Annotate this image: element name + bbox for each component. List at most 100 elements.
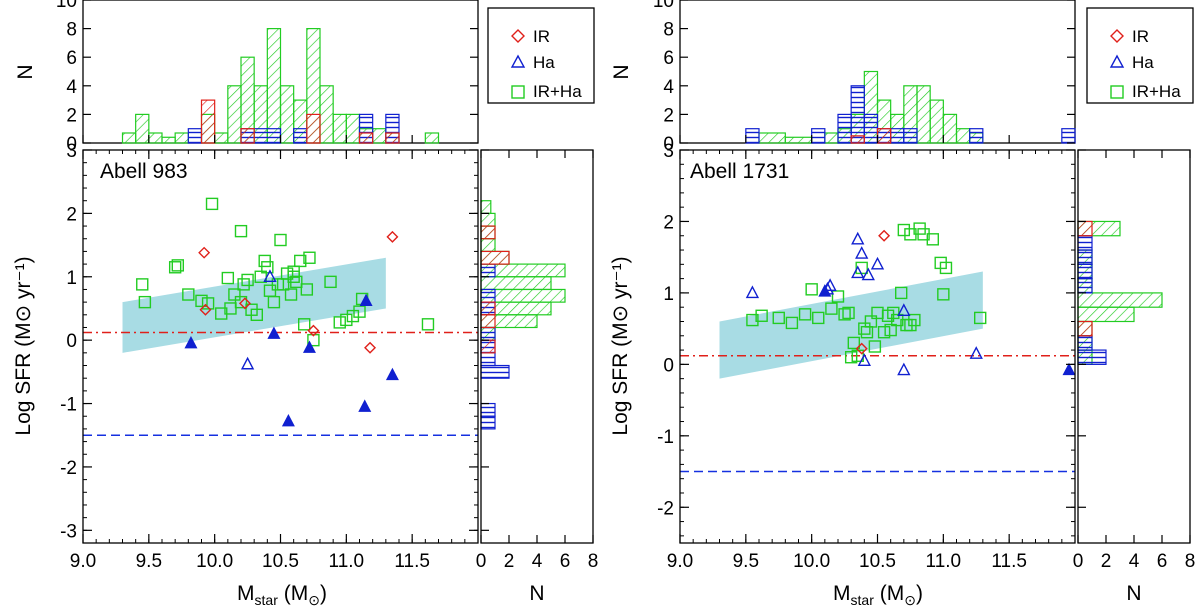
main-xlabel: Mstar (M⊙): [833, 582, 923, 608]
xlabel-unit-close: ): [320, 582, 327, 605]
top-hist-bar-ir-ha: [279, 85, 295, 144]
top-hist-bar-ir-ha: [266, 28, 282, 144]
point-ir-ha: [812, 311, 825, 325]
point-ir-ha: [858, 322, 871, 335]
point-ha-filled: [302, 340, 316, 353]
legend-entry-both: IR+Ha: [1110, 82, 1181, 101]
right-hist-bar-ha: [480, 326, 496, 341]
legend-entry-ir: IR: [1110, 27, 1149, 46]
xlabel-sub: star: [851, 592, 875, 608]
legend-entry-both: IR+Ha: [511, 82, 582, 101]
right-hist-bar-ir-ha: [1077, 306, 1135, 323]
point-ir-ha: [939, 261, 953, 275]
right-x-tick-label: 8: [1185, 551, 1196, 572]
top-hist-yticks: 0 2 4 6 8 10: [56, 0, 478, 155]
right-hist-bar-ha: [480, 288, 496, 303]
point-ir-ha: [267, 295, 281, 309]
top-hist-bar-ir-ha: [174, 132, 189, 144]
top-histogram: 0 2 4 6 8 10 N: [14, 0, 479, 155]
xlabel-m: M: [237, 582, 255, 605]
point-ir-ha: [221, 271, 235, 285]
legend-ir-label: IR: [533, 27, 550, 46]
top-hist-bar-ir-ha: [758, 132, 786, 144]
right-hist-xlabel: N: [1126, 582, 1141, 605]
point-ir-ha: [298, 318, 311, 331]
point-ir: [198, 246, 211, 259]
point-ir-ha: [847, 336, 860, 350]
right-hist-bar-ha: [480, 415, 496, 430]
right-hist-bar-ha: [1077, 263, 1093, 280]
right-hist-bar-ir-ha: [480, 212, 496, 227]
point-ha: [823, 278, 837, 291]
point-ir-ha: [241, 273, 254, 287]
top-hist-bar-ir-ha: [955, 128, 971, 144]
top-hist-bar-ir: [200, 99, 216, 144]
point-ir-ha: [937, 288, 950, 301]
right-hist-bar-ir-ha: [480, 276, 552, 291]
right-x-tick-label: 4: [1129, 551, 1140, 572]
point-ir-ha: [228, 288, 241, 301]
y-tick-label: -3: [60, 521, 77, 542]
y-tick-label: -1: [60, 395, 77, 416]
top-hist-bar-ir: [385, 132, 400, 144]
right-hist-bar-ha: [1077, 278, 1093, 294]
point-ir-ha: [838, 308, 851, 321]
legend-ha-label: Ha: [533, 53, 555, 72]
point-ir-ha: [868, 340, 882, 353]
point-ir-ha: [195, 294, 208, 308]
top-hist-bar-ir-ha: [345, 113, 361, 144]
x-tick-label: 10.0: [793, 551, 830, 572]
point-ir-ha: [224, 302, 237, 315]
top-hist-bar-ha: [293, 128, 308, 144]
point-ir: [238, 297, 251, 310]
top-hist-bar-ir-ha: [372, 128, 387, 144]
point-ir-ha: [294, 254, 307, 268]
top-y-tick-label: 4: [663, 77, 674, 98]
right-x-tick-label: 8: [588, 551, 599, 572]
top-hist-bar-ir-ha: [161, 136, 176, 144]
x-tick-label: 11.5: [394, 551, 430, 572]
point-ha-filled: [818, 284, 832, 297]
point-ha-filled: [281, 414, 295, 427]
x-tick-label: 9.0: [70, 551, 96, 572]
main-sequence-band: [719, 271, 983, 379]
legend-entry-ha: Ha: [510, 53, 555, 72]
right-hist-bar-ha: [1077, 349, 1107, 365]
point-ha: [263, 269, 277, 282]
point-ir: [386, 230, 399, 243]
right-x-tick-label: 2: [504, 551, 515, 572]
top-hist-bar-ir-ha: [227, 85, 242, 144]
right-hist-bar-ha: [480, 263, 496, 278]
right-hist-bar-ir: [480, 250, 510, 265]
top-histogram: 0 2 4 6 8 10 N: [610, 0, 1076, 155]
point-ir-ha: [182, 288, 195, 301]
top-hist-bar-ir-ha: [121, 132, 137, 144]
x-tick-label: 10.5: [262, 551, 299, 572]
y-tick-label: 3: [66, 141, 77, 162]
panel-title: Abell 1731: [690, 160, 789, 183]
right-hist-bar-ir: [1077, 320, 1093, 337]
right-hist-bar-ir-ha: [1077, 292, 1163, 308]
point-ir-ha: [346, 309, 360, 323]
right-hist-bar-ir-ha: [480, 238, 496, 253]
top-y-tick-label: 6: [663, 48, 674, 69]
point-ir-ha: [237, 278, 250, 291]
y-tick-label: 0: [663, 355, 674, 376]
point-ir-ha: [897, 223, 911, 237]
point-ha: [897, 362, 911, 376]
top-hist-ylabel: N: [14, 64, 37, 79]
top-hist-bar-ha: [903, 128, 918, 144]
right-hist-frame: [480, 149, 594, 544]
right-hist-bar-ir: [480, 225, 496, 240]
point-ir-ha: [884, 323, 897, 337]
y-tick-label: -2: [657, 498, 674, 519]
top-hist-bars: [745, 70, 1076, 144]
legend-both-label: IR+Ha: [533, 82, 582, 101]
legend-both-marker: [511, 85, 525, 99]
point-ha-filled: [358, 399, 372, 412]
top-hist-bar-ha: [863, 113, 879, 144]
point-ir-ha: [290, 275, 303, 289]
